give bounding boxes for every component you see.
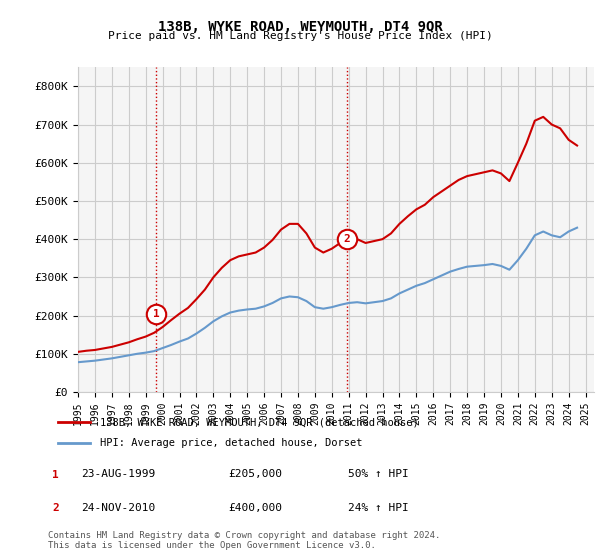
Text: 24% ↑ HPI: 24% ↑ HPI — [348, 503, 409, 513]
Text: 2: 2 — [52, 503, 59, 513]
Text: 138B, WYKE ROAD, WEYMOUTH, DT4 9QR (detached house): 138B, WYKE ROAD, WEYMOUTH, DT4 9QR (deta… — [100, 417, 419, 427]
Text: 1: 1 — [52, 470, 59, 479]
Text: Contains HM Land Registry data © Crown copyright and database right 2024.
This d: Contains HM Land Registry data © Crown c… — [48, 530, 440, 550]
Text: 138B, WYKE ROAD, WEYMOUTH, DT4 9QR: 138B, WYKE ROAD, WEYMOUTH, DT4 9QR — [158, 20, 442, 34]
Text: 23-AUG-1999: 23-AUG-1999 — [81, 469, 155, 479]
Text: 50% ↑ HPI: 50% ↑ HPI — [348, 469, 409, 479]
Text: HPI: Average price, detached house, Dorset: HPI: Average price, detached house, Dors… — [100, 438, 362, 448]
Text: £205,000: £205,000 — [228, 469, 282, 479]
Text: 2: 2 — [344, 234, 350, 244]
Text: £400,000: £400,000 — [228, 503, 282, 513]
Text: Price paid vs. HM Land Registry's House Price Index (HPI): Price paid vs. HM Land Registry's House … — [107, 31, 493, 41]
Text: 24-NOV-2010: 24-NOV-2010 — [81, 503, 155, 513]
Text: 1: 1 — [153, 309, 160, 319]
